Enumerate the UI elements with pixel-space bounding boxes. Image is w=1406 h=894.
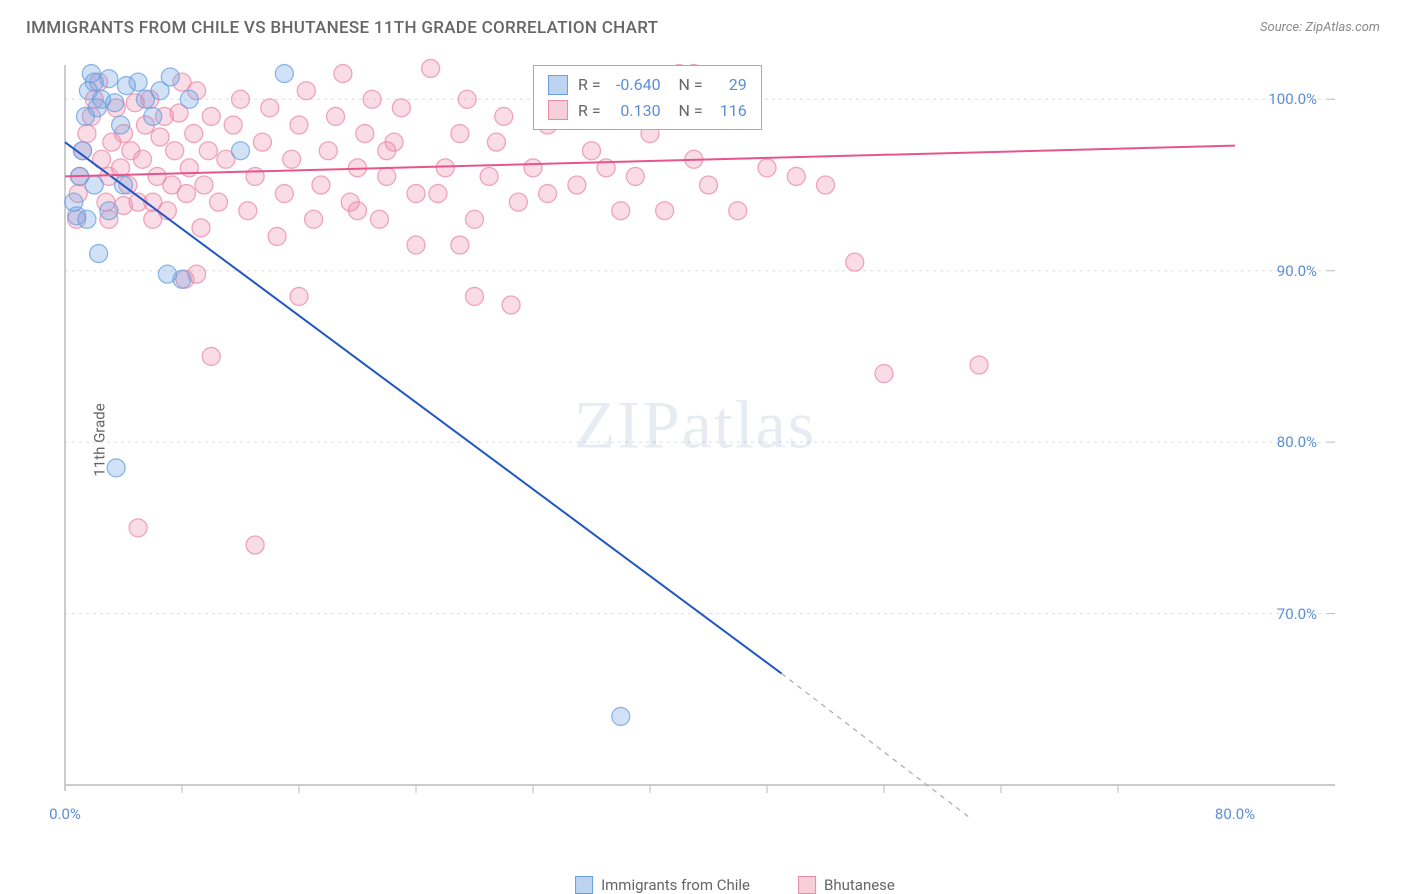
legend-swatch <box>548 100 568 120</box>
correlation-legend: R =-0.640 N =29R =0.130 N =116 <box>533 65 762 130</box>
correlation-row: R =0.130 N =116 <box>548 98 747 124</box>
y-tick-label: 80.0% <box>1277 433 1317 451</box>
y-tick-label: 100.0% <box>1268 90 1317 108</box>
x-tick-label: 80.0% <box>1215 805 1255 823</box>
legend-swatch <box>798 876 816 894</box>
chart-title: IMMIGRANTS FROM CHILE VS BHUTANESE 11TH … <box>26 18 658 38</box>
legend-swatch <box>548 75 568 95</box>
legend-label: Immigrants from Chile <box>601 876 750 894</box>
correlation-row: R =-0.640 N =29 <box>548 72 747 98</box>
legend-item: Bhutanese <box>798 876 895 894</box>
x-tick-label: 0.0% <box>49 805 81 823</box>
y-tick-label: 90.0% <box>1277 262 1317 280</box>
source-credit: Source: ZipAtlas.com <box>1260 20 1380 35</box>
legend-label: Bhutanese <box>824 876 895 894</box>
legend-swatch <box>575 876 593 894</box>
legend-item: Immigrants from Chile <box>575 876 750 894</box>
y-tick-label: 70.0% <box>1277 605 1317 623</box>
bottom-legend: Immigrants from Chile Bhutanese <box>575 876 895 894</box>
chart-area: 11th Grade ZIPatlas 70.0%80.0%90.0%100.0… <box>55 55 1335 825</box>
scatter-chart <box>55 55 1335 825</box>
